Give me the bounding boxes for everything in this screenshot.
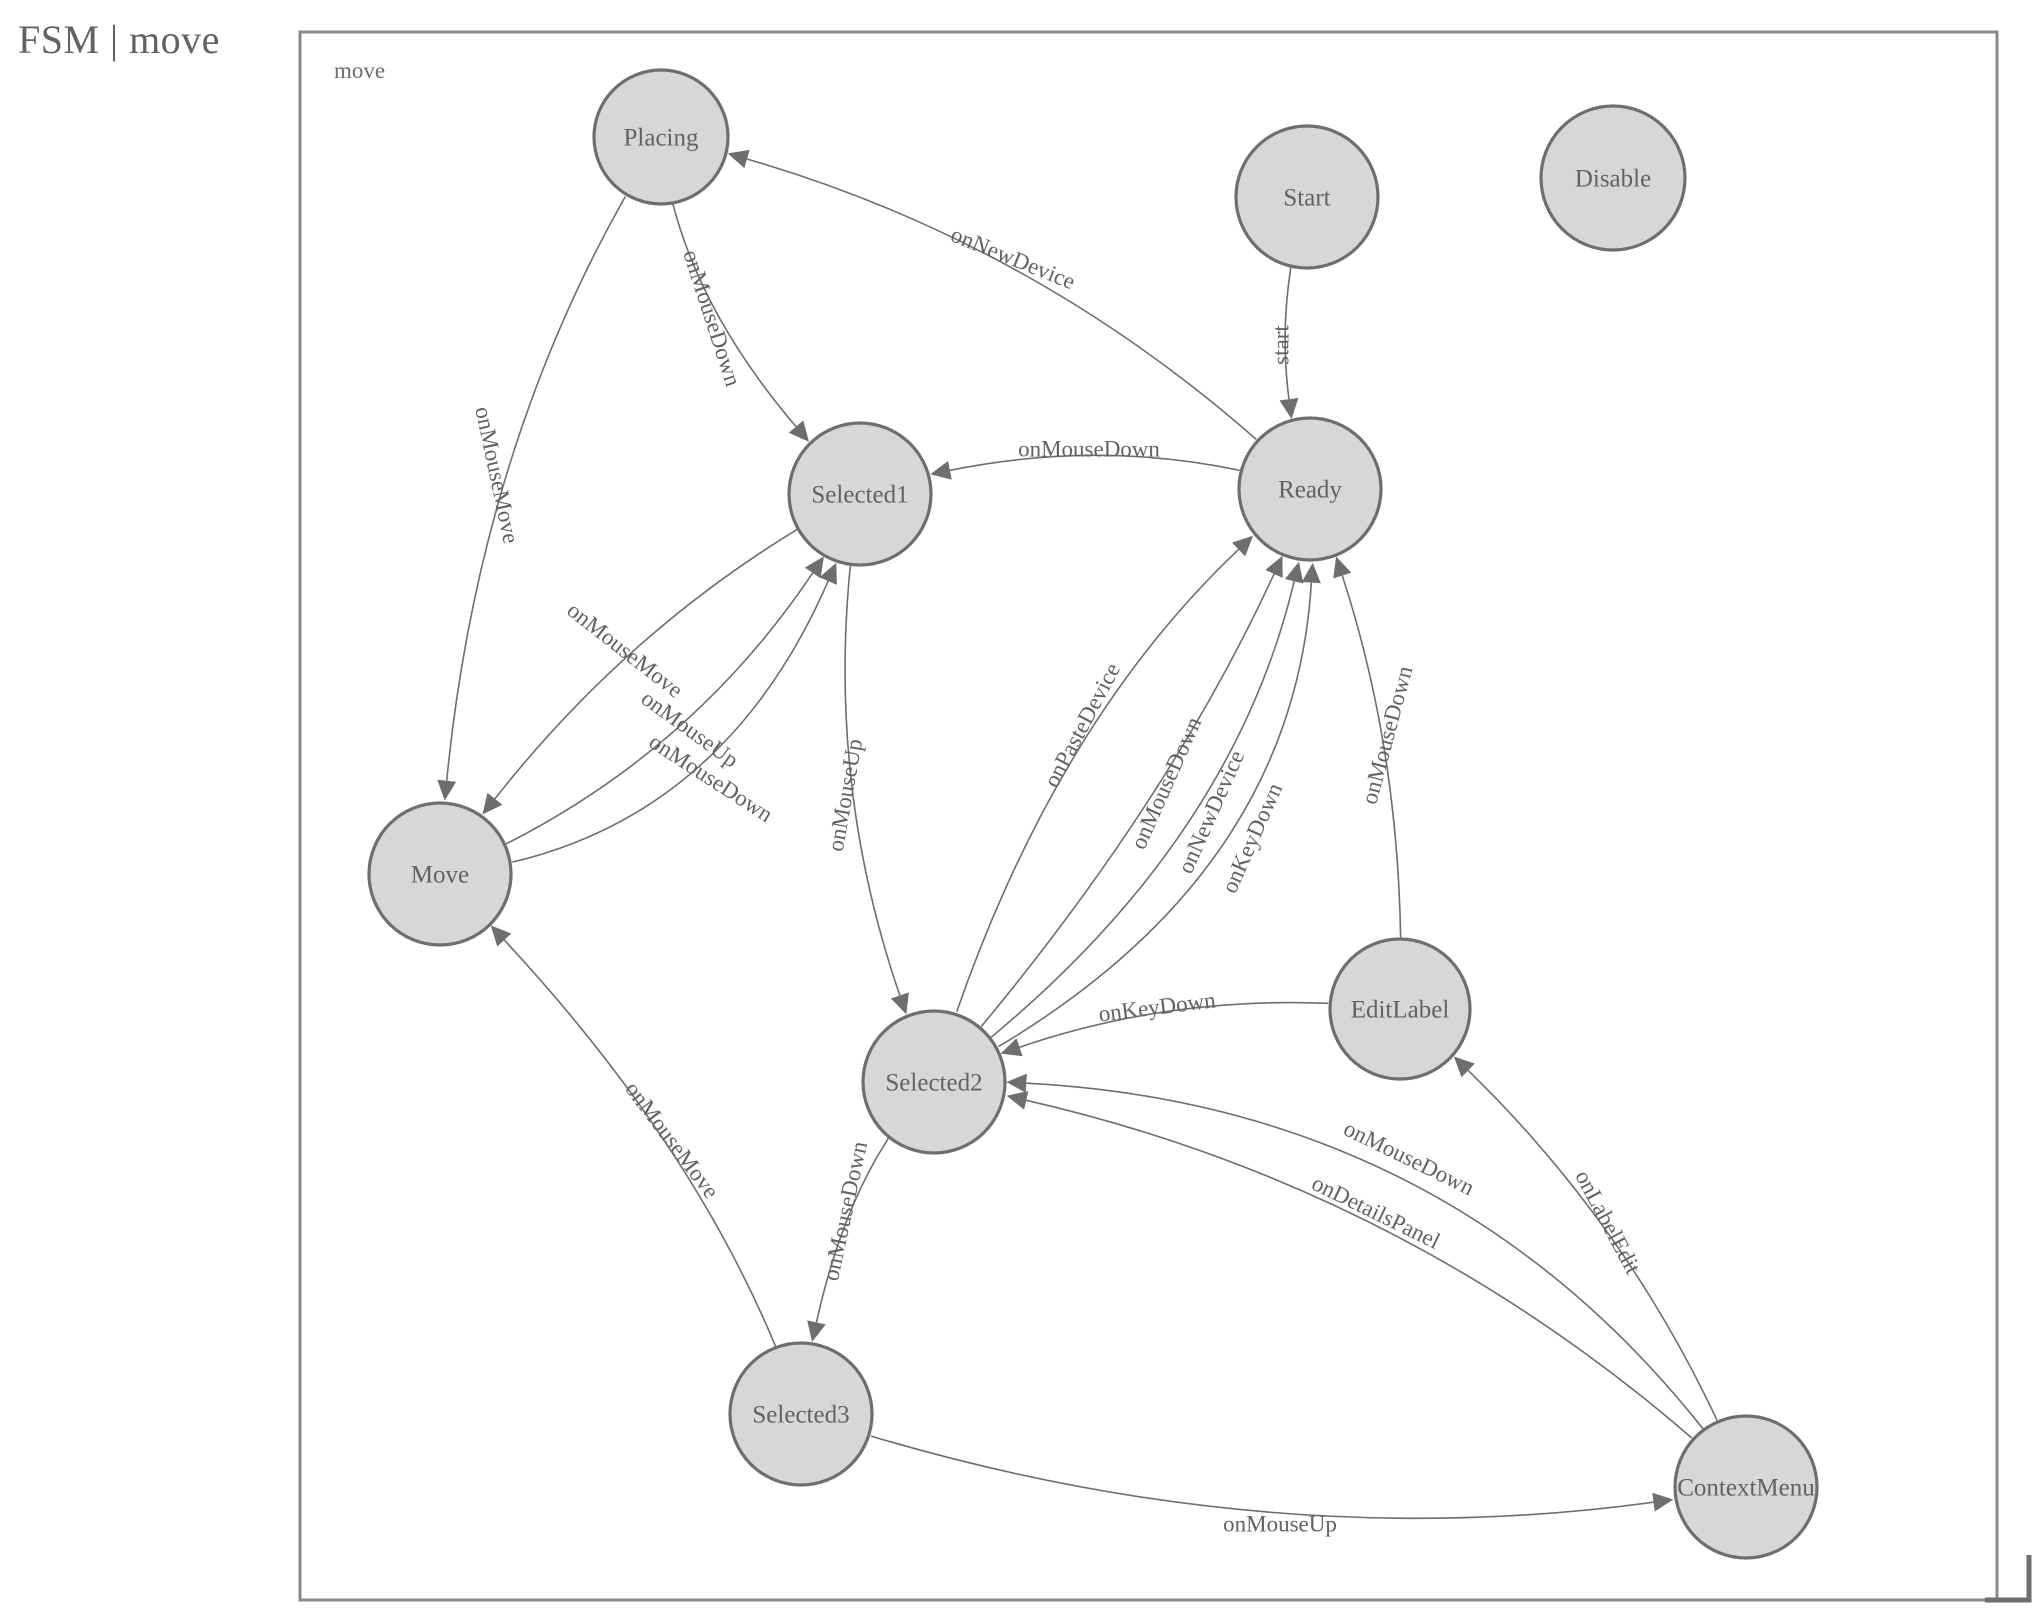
state-node-label: Selected1 xyxy=(811,482,908,509)
edge-arrowhead xyxy=(819,562,837,585)
edge-path xyxy=(815,1137,890,1323)
edge-path xyxy=(1026,1099,1693,1439)
edge-label: onLabelEdit xyxy=(1570,1166,1646,1279)
state-node-label: Move xyxy=(411,862,469,889)
state-node-start[interactable]: Start xyxy=(1234,124,1380,270)
edge-arrowhead xyxy=(1453,1056,1475,1078)
frame-label: move xyxy=(334,58,385,83)
edge-arrowhead xyxy=(1301,562,1321,584)
edge-path xyxy=(672,204,797,428)
edge-arrowhead xyxy=(804,556,824,579)
edge-path xyxy=(1341,575,1402,938)
edge-arrowhead xyxy=(807,1320,826,1342)
state-node-selected1[interactable]: Selected1 xyxy=(787,421,933,567)
state-node-label: Placing xyxy=(624,125,699,152)
edge-path xyxy=(1019,1001,1329,1048)
edge-label: onMouseUp xyxy=(1223,1512,1337,1537)
state-node-disable[interactable]: Disable xyxy=(1539,104,1687,252)
edge-path xyxy=(746,158,1257,441)
edge-path xyxy=(445,196,626,781)
edge-arrowhead xyxy=(788,420,809,442)
edge-labels-layer: startonNewDeviceonMouseDownonMouseDownon… xyxy=(470,222,1646,1537)
state-node-label: Selected2 xyxy=(885,1070,982,1097)
edge-label: onMouseDown xyxy=(1340,1116,1479,1201)
state-node-shape[interactable] xyxy=(861,1009,1007,1155)
edge-arrowhead xyxy=(1265,555,1283,578)
edge-arrowhead xyxy=(1232,535,1254,557)
edge-arrowhead xyxy=(1652,1492,1674,1512)
edge-arrowhead xyxy=(1333,556,1352,579)
edge-arrowhead xyxy=(482,792,503,815)
state-node-shape[interactable] xyxy=(1539,104,1687,252)
state-node-shape[interactable] xyxy=(1237,416,1383,562)
edge-arrowhead xyxy=(437,779,457,801)
state-node-label: ContextMenu xyxy=(1677,1475,1815,1502)
edge-arrowhead xyxy=(490,925,512,947)
state-node-shape[interactable] xyxy=(367,801,513,947)
state-node-ready[interactable]: Ready xyxy=(1237,416,1383,562)
state-node-move[interactable]: Move xyxy=(367,801,513,947)
edge-label: onNewDevice xyxy=(947,222,1078,294)
edge-arrowhead xyxy=(890,992,909,1015)
edge-path xyxy=(494,528,798,800)
edge-path xyxy=(512,580,829,863)
edge-label: onMouseMove xyxy=(620,1077,724,1203)
edge-arrowhead xyxy=(727,149,750,169)
edge-path xyxy=(1284,267,1292,400)
edges-layer xyxy=(437,149,1718,1520)
edge-label: onMouseDown xyxy=(1357,663,1418,807)
corner-handle-mark xyxy=(1985,1555,2032,1603)
edge-path xyxy=(1467,1069,1718,1421)
edge-label: onDetailsPanel xyxy=(1308,1170,1444,1254)
edge-path xyxy=(505,572,814,845)
edge-label: onKeyDown xyxy=(1097,987,1217,1026)
edge-path xyxy=(955,548,1240,1013)
state-node-label: EditLabel xyxy=(1351,997,1450,1024)
edge-path xyxy=(949,454,1240,472)
state-machine-frame xyxy=(298,30,1999,1602)
edge-path xyxy=(844,565,901,996)
edge-label: onMouseMove xyxy=(562,597,687,702)
state-node-placing[interactable]: Placing xyxy=(592,68,730,206)
edge-label: onMouseMove xyxy=(470,404,523,545)
state-node-shape[interactable] xyxy=(592,68,730,206)
state-node-selected2[interactable]: Selected2 xyxy=(861,1009,1007,1155)
edge-label: onPasteDevice xyxy=(1039,659,1125,791)
page-title: FSM | move xyxy=(18,17,220,62)
state-node-label: Ready xyxy=(1278,477,1342,504)
nodes-layer: Placing Start Disable Selected1 Ready Move Edi… xyxy=(367,68,1819,1560)
state-node-shape[interactable] xyxy=(1328,937,1472,1081)
state-node-label: Start xyxy=(1283,185,1330,212)
edge-label: onMouseDown xyxy=(678,247,746,390)
state-node-contextmenu[interactable]: ContextMenu xyxy=(1673,1414,1819,1560)
edge-arrowhead xyxy=(1284,561,1304,584)
edge-path xyxy=(980,573,1275,1027)
state-node-label: Disable xyxy=(1575,166,1651,193)
edge-label: onMouseDown xyxy=(1018,437,1160,462)
state-node-shape[interactable] xyxy=(787,421,933,567)
edge-arrowhead xyxy=(930,461,952,480)
edge-path xyxy=(998,582,1313,1048)
edge-path xyxy=(990,581,1295,1038)
edge-path xyxy=(1026,1082,1704,1430)
state-node-selected3[interactable]: Selected3 xyxy=(728,1341,874,1487)
edge-arrowhead xyxy=(1000,1038,1023,1057)
edge-label: onMouseDown xyxy=(818,1139,872,1283)
state-node-shape[interactable] xyxy=(1673,1414,1819,1560)
edge-arrowhead xyxy=(1006,1091,1029,1110)
edge-path xyxy=(870,1435,1654,1520)
edge-label: start xyxy=(1269,325,1294,365)
edge-path xyxy=(503,939,777,1347)
edge-label: onMouseUp xyxy=(823,737,867,853)
state-node-shape[interactable] xyxy=(1234,124,1380,270)
edge-arrowhead xyxy=(1279,398,1299,420)
state-node-label: Selected3 xyxy=(752,1402,849,1429)
state-node-shape[interactable] xyxy=(728,1341,874,1487)
edge-arrowhead xyxy=(1006,1073,1027,1093)
state-node-editlabel[interactable]: EditLabel xyxy=(1328,937,1472,1081)
